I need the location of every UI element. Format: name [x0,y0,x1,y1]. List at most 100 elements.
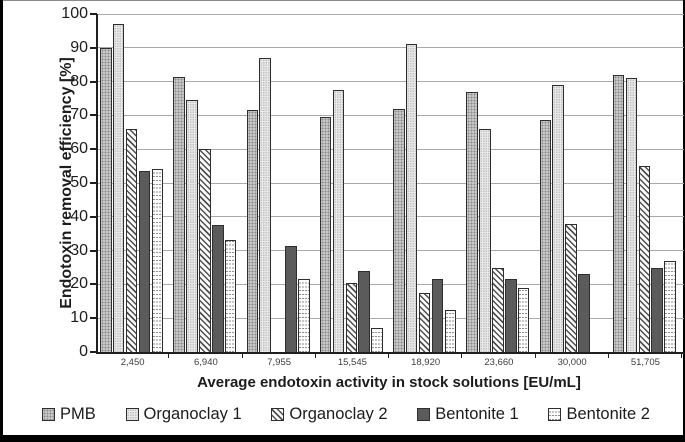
bar-bentonite-2-2450 [151,169,164,352]
gridline-10 [98,317,684,319]
gridline-100 [98,13,684,15]
legend-swatch-organoclay-2-icon [271,407,285,421]
bar-bentonite-1-30000 [578,274,590,352]
bar-group-30000 [539,14,613,352]
bar-organoclay-2-18920 [418,292,431,352]
figure-right-border [683,0,685,442]
bar-pmb-51705 [612,74,625,352]
y-tick-mark-50 [90,182,97,184]
gridline-60 [98,148,684,150]
y-tick-label-40: 40 [70,207,88,225]
gridline-70 [98,114,684,116]
bar-organoclay-2-15545 [345,282,358,352]
figure-bottom-border [0,435,685,442]
legend-item-pmb: PMB [42,405,96,424]
bar-organoclay-1-2450 [112,24,125,352]
bar-organoclay-1-7955 [259,57,271,352]
legend-swatch-organoclay-1-icon [125,407,139,421]
bar-organoclay-2-30000 [565,223,577,352]
x-axis-tick-2 [314,354,316,358]
bar-group-7955 [246,14,320,352]
legend-label-bentonite-1: Bentonite 1 [435,404,519,423]
y-tick-label-20: 20 [70,275,88,293]
bar-organoclay-2-51705 [638,166,651,352]
bar-bentonite-1-7955 [285,245,297,352]
bar-bentonite-1-6940 [211,225,224,352]
bar-group-23660 [466,14,539,352]
x-tick-label-23660: 23,660 [484,357,514,368]
y-tick-label-10: 10 [70,309,88,327]
y-tick-label-70: 70 [70,106,88,124]
y-tick-label-0: 0 [79,343,88,360]
legend-label-bentonite-2: Bentonite 2 [566,404,650,423]
bar-organoclay-1-30000 [552,84,564,352]
x-axis-tick-1 [241,354,243,358]
bar-bentonite-1-18920 [431,279,444,352]
bar-pmb-6940 [173,76,185,352]
x-axis-tick-0 [168,354,170,358]
x-tick-label-18920: 18,920 [411,357,441,368]
x-tick-label-2450: 2,450 [120,357,145,368]
y-tick-label-100: 100 [61,5,88,22]
bar-pmb-18920 [393,108,405,352]
bar-pmb-23660 [466,91,478,352]
y-tick-label-80: 80 [70,72,88,90]
legend-label-organoclay-1: Organoclay 1 [143,404,242,423]
bar-group-2450 [100,14,173,352]
y-tick-mark-20 [90,283,97,286]
y-tick-mark-90 [90,46,97,49]
legend-swatch-bentonite-2-icon [548,407,562,421]
x-tick-label-6940: 6,940 [193,357,218,368]
bar-organoclay-2-2450 [125,128,138,352]
x-axis-tick-5 [534,354,536,358]
legend-label-organoclay-2: Organoclay 2 [289,404,388,423]
gridline-50 [98,182,684,184]
bar-organoclay-1-18920 [405,44,418,352]
bar-bentonite-2-23660 [517,287,530,352]
bar-bentonite-2-15545 [371,328,383,352]
x-axis-tick-6 [607,354,609,358]
y-tick-mark-70 [90,114,97,117]
bar-bentonite-1-23660 [504,279,517,352]
bar-group-15545 [319,14,393,352]
bar-pmb-7955 [246,110,259,352]
y-tick-label-50: 50 [70,174,88,191]
gridline-90 [98,47,684,49]
y-tick-mark-30 [90,249,97,252]
y-tick-mark-100 [90,13,97,15]
bar-group-51705 [612,14,685,352]
bar-bentonite-2-6940 [224,240,237,352]
x-axis-tick-7 [681,354,682,358]
x-tick-label-15545: 15,545 [337,357,367,368]
plot-area [96,13,685,354]
y-tick-mark-60 [90,148,97,151]
bar-organoclay-1-51705 [625,78,638,352]
gridline-80 [98,81,684,83]
bar-organoclay-2-23660 [492,267,504,352]
x-tick-label-51705: 51,705 [630,357,660,368]
bar-bentonite-2-51705 [664,260,676,352]
x-axis-tick-3 [388,354,389,358]
figure-left-border [0,0,3,442]
x-tick-label-7955: 7,955 [267,357,292,368]
y-tick-label-90: 90 [70,38,88,56]
bar-organoclay-1-15545 [332,90,345,352]
legend-item-organoclay-2: Organoclay 2 [271,404,388,424]
x-axis-tick-4 [461,354,463,358]
figure-top-border [0,0,685,1]
legend-swatch-bentonite-1-icon [417,407,431,421]
y-tick-label-30: 30 [70,241,88,259]
legend-item-bentonite-2: Bentonite 2 [548,404,650,424]
y-tick-label-60: 60 [70,140,88,158]
y-tick-mark-40 [90,215,97,218]
bar-pmb-15545 [319,117,332,352]
gridline-30 [98,250,684,252]
bar-bentonite-1-2450 [138,171,151,352]
bar-pmb-30000 [539,120,552,352]
bar-bentonite-2-7955 [298,279,310,352]
bar-bentonite-2-18920 [444,309,457,352]
y-tick-mark-10 [90,317,97,320]
bar-bentonite-1-15545 [358,270,371,352]
legend-label-pmb: PMB [60,404,96,423]
